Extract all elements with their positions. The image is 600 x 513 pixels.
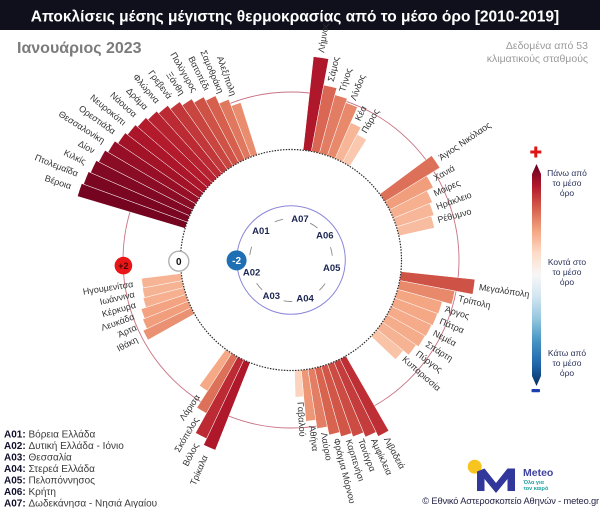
svg-text:A02: A02 (243, 268, 260, 279)
svg-text:A04: A04 (296, 294, 314, 305)
svg-text:τον καιρό: τον καιρό (524, 486, 549, 492)
svg-text:A06: A06 (316, 231, 333, 242)
svg-text:+2: +2 (118, 261, 128, 271)
svg-text:Γαβαλού: Γαβαλού (295, 402, 307, 437)
svg-text:A07: Δωδεκάνησα - Νησιά Αιγαίο: A07: Δωδεκάνησα - Νησιά Αιγαίου (4, 498, 157, 509)
svg-text:A06: Κρήτη: A06: Κρήτη (4, 486, 56, 498)
svg-text:A03: A03 (263, 291, 280, 302)
svg-text:Αποκλίσεις μέσης μέγιστης θερμ: Αποκλίσεις μέσης μέγιστης θερμοκρασίας α… (31, 9, 559, 26)
svg-text:όρο: όρο (560, 368, 575, 378)
svg-text:Όλα για: Όλα για (523, 480, 545, 486)
svg-text:το μέσο: το μέσο (553, 267, 582, 277)
svg-text:Κοντά στο: Κοντά στο (548, 257, 587, 267)
svg-text:A07: A07 (291, 214, 308, 225)
svg-text:Πάνω από: Πάνω από (547, 168, 587, 178)
svg-text:Δεδομένα από 53: Δεδομένα από 53 (506, 40, 588, 52)
svg-text:A04: Στερεά Ελλάδα: A04: Στερεά Ελλάδα (4, 463, 95, 475)
svg-text:0: 0 (176, 257, 182, 268)
svg-text:Λήμνος: Λήμνος (316, 21, 330, 53)
svg-text:Meteo: Meteo (523, 467, 553, 479)
svg-text:A03: Θεσσαλία: A03: Θεσσαλία (4, 452, 72, 464)
svg-text:το μέσο: το μέσο (553, 358, 582, 368)
svg-text:-2: -2 (232, 256, 241, 267)
svg-text:όρο: όρο (560, 277, 575, 287)
svg-text:A05: Πελοπόννησος: A05: Πελοπόννησος (4, 475, 95, 487)
svg-text:A01: Βόρεια Ελλάδα: A01: Βόρεια Ελλάδα (4, 429, 95, 441)
svg-text:© Εθνικό Αστεροσκοπείο Αθηνών: © Εθνικό Αστεροσκοπείο Αθηνών - meteo.gr (422, 496, 599, 506)
svg-text:Κάτω από: Κάτω από (548, 348, 586, 358)
svg-text:Ιανουάριος 2023: Ιανουάριος 2023 (17, 40, 142, 57)
svg-text:το μέσο: το μέσο (553, 178, 582, 188)
svg-text:κλιματικούς σταθμούς: κλιματικούς σταθμούς (487, 53, 588, 65)
svg-text:A05: A05 (323, 263, 341, 274)
svg-text:A02: Δυτική Ελλάδα - Ιόνιο: A02: Δυτική Ελλάδα - Ιόνιο (4, 440, 124, 452)
svg-text:Αθήνα: Αθήνα (307, 425, 320, 452)
svg-text:όρο: όρο (560, 188, 575, 198)
svg-text:A01: A01 (252, 226, 270, 237)
